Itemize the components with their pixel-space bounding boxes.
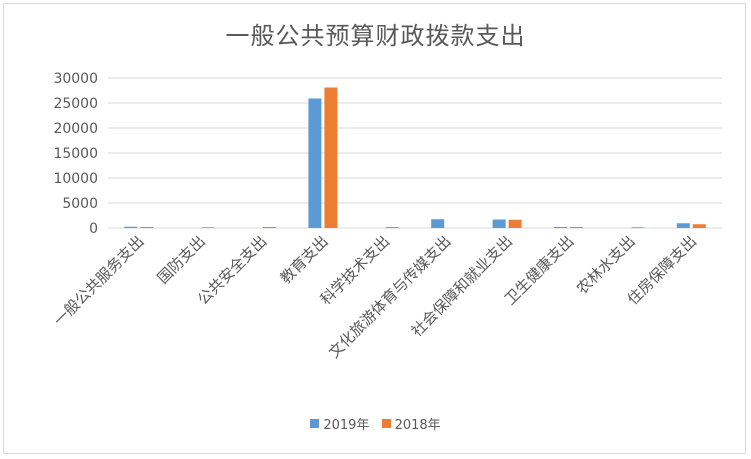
x-category-label: 文化旅游体育与传媒支出 [325,232,454,361]
bar-2019 [676,223,690,228]
x-category-label: 社会保障和就业支出 [408,232,516,340]
x-category-label: 农林水支出 [573,232,639,298]
bar-2019 [492,219,506,228]
x-category-label: 国防支出 [154,232,209,287]
x-category-label: 教育支出 [277,232,332,287]
bar-2019 [124,226,138,228]
legend-label-2018: 2018年 [394,418,441,433]
y-tick-label: 0 [89,221,98,237]
bar-2018 [324,87,338,228]
legend-item-2019: 2019年 [310,414,369,433]
y-tick-label: 10000 [53,171,98,187]
legend-label-2019: 2019年 [323,418,370,433]
bar-2018 [570,227,583,228]
bar-2018 [140,227,154,228]
y-tick-label: 5000 [62,196,98,212]
legend-swatch-2019 [310,419,320,428]
legend-item-2018: 2018年 [381,414,441,433]
bar-2018 [692,224,706,228]
y-tick-label: 15000 [53,146,98,162]
bar-2019 [554,227,567,228]
chart-title: 一般公共预算财政拨款支出 [225,22,526,50]
bar-2018 [631,227,645,228]
y-tick-label: 20000 [53,121,98,137]
bar-2018 [508,219,522,228]
x-category-label: 一般公共服务支出 [50,232,148,330]
legend-swatch-2018 [381,419,391,428]
y-tick-label: 25000 [53,96,98,112]
bar-2019 [431,219,445,228]
bar-2018 [201,227,215,228]
bar-2018 [385,227,399,228]
bar-2019 [308,98,322,228]
y-tick-label: 30000 [53,71,98,87]
legend: 2019年 2018年 [0,414,751,433]
bar-2018 [263,227,276,228]
